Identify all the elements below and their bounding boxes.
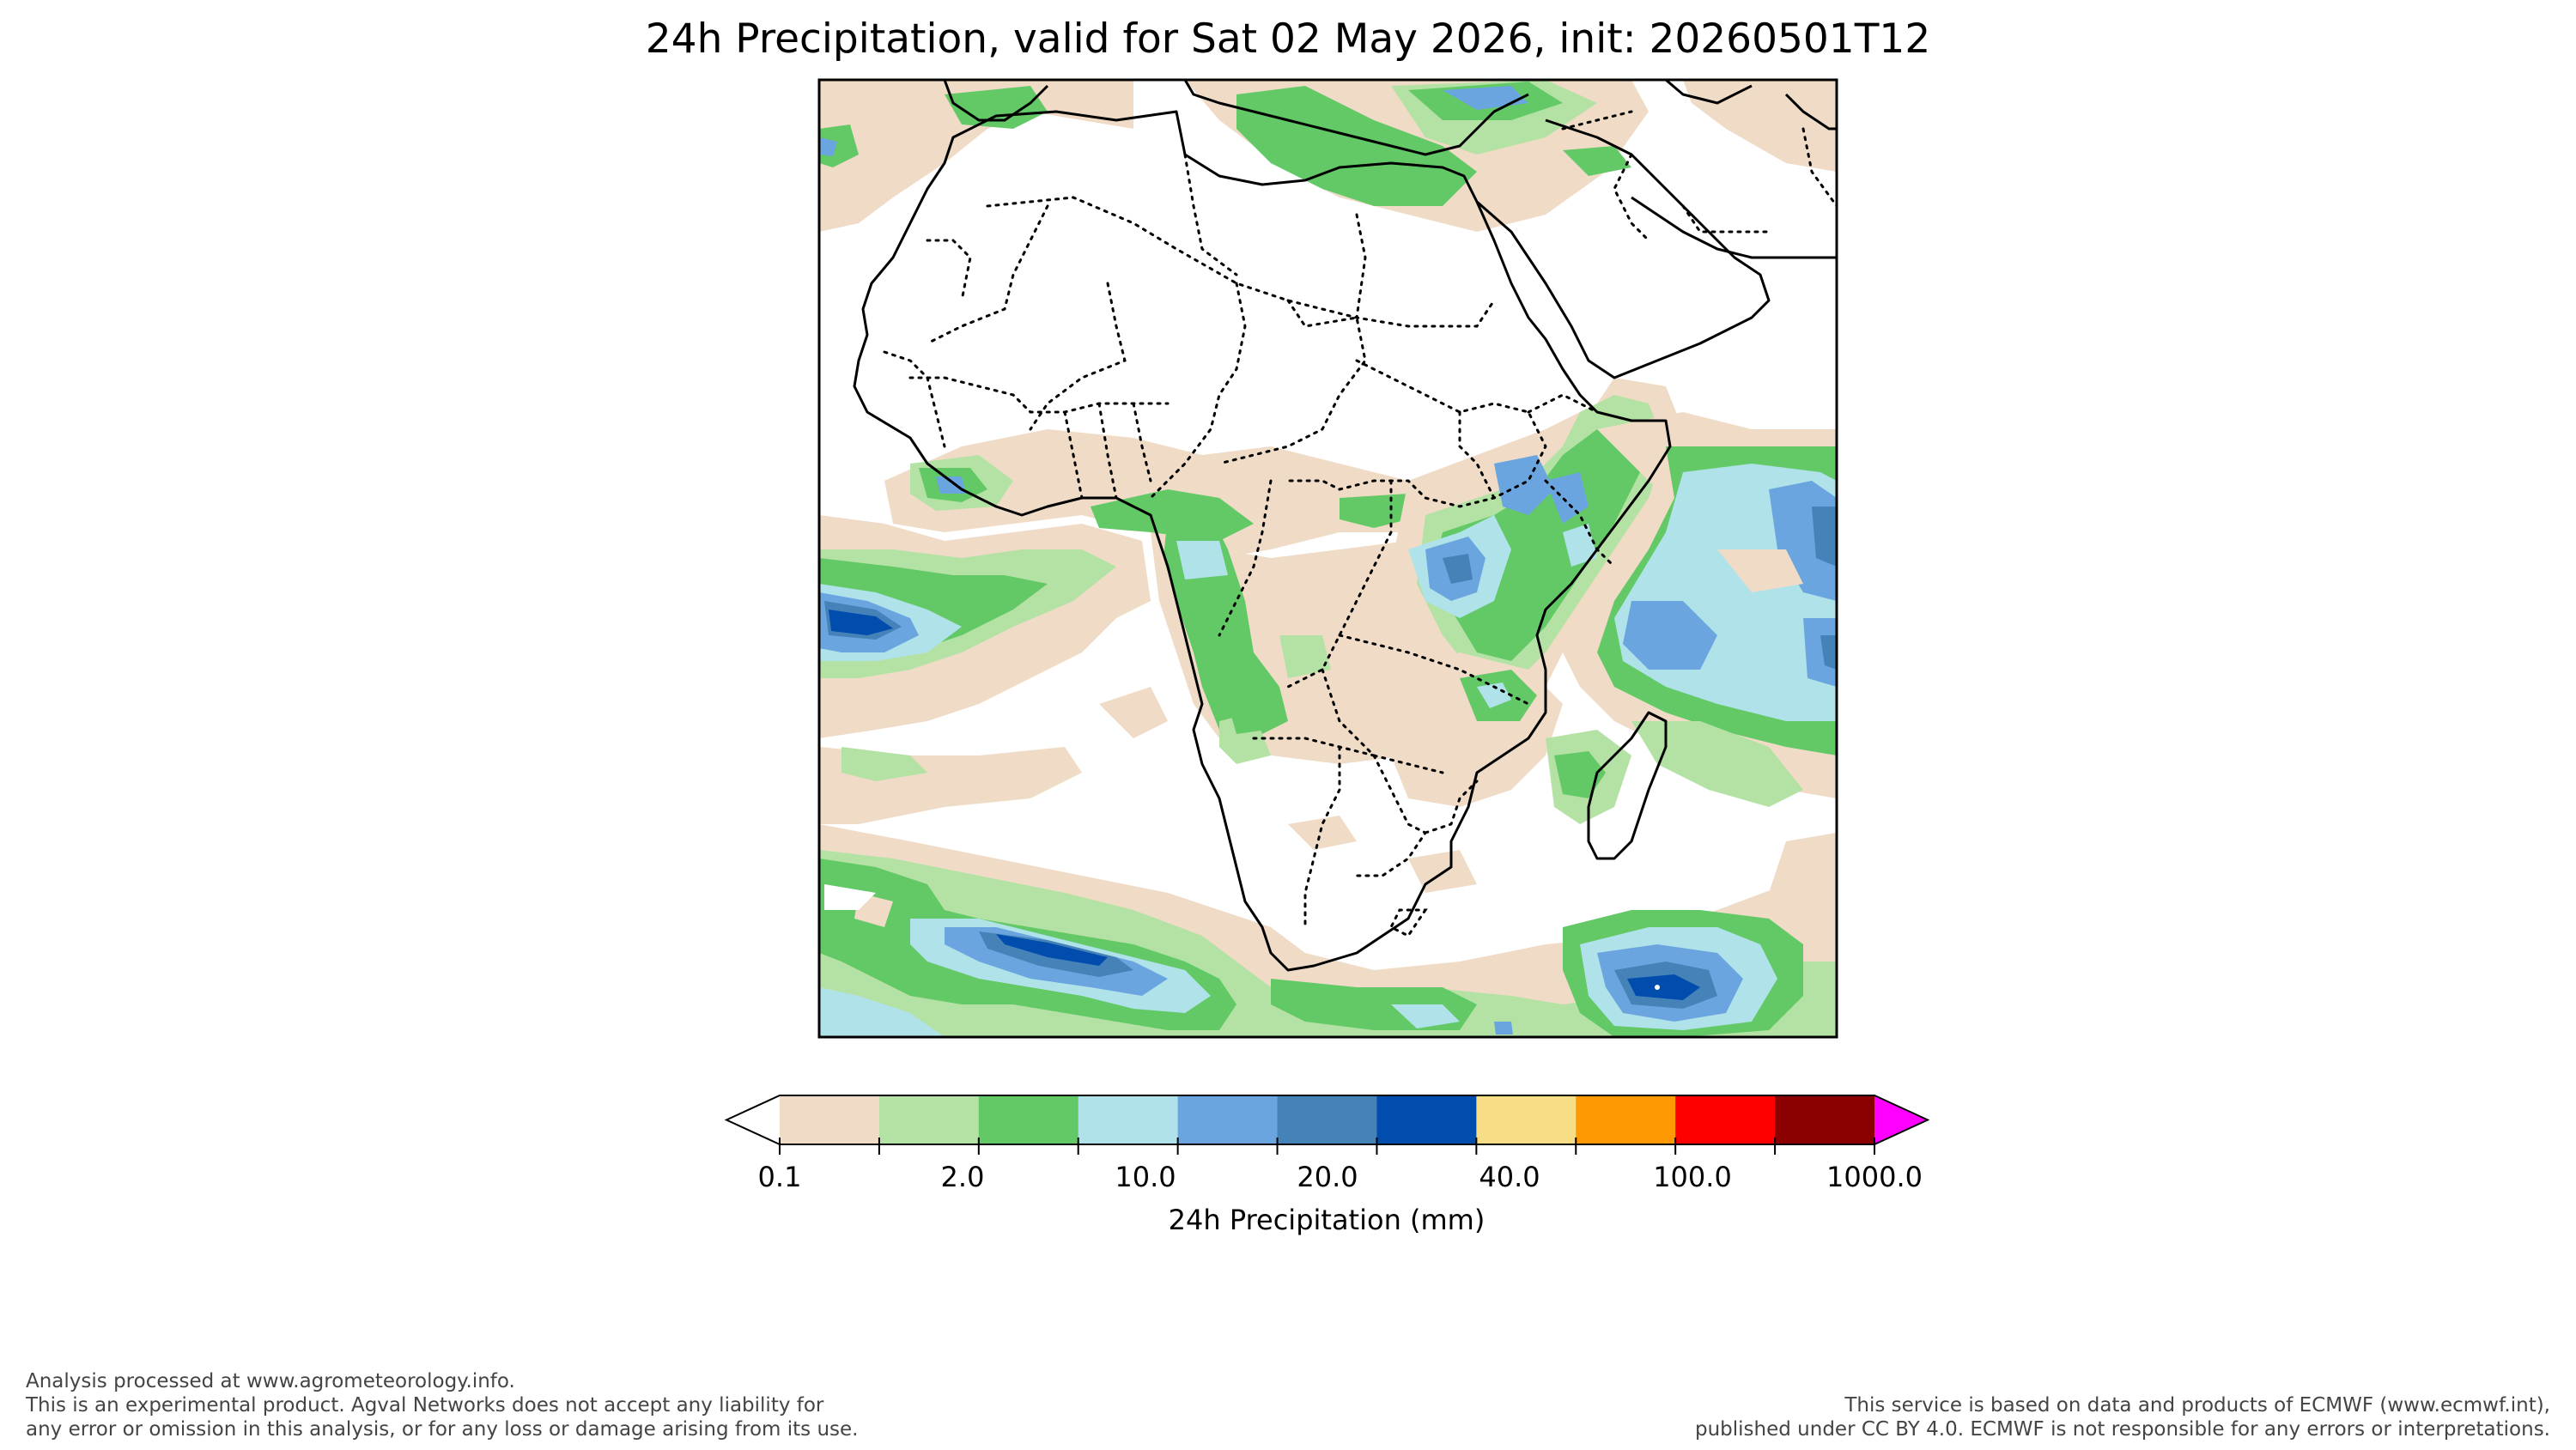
- colorbar-tick-label: 1000.0: [1826, 1161, 1923, 1193]
- arabia-coastline: [1476, 118, 1771, 379]
- colorbar-swatch: [1775, 1095, 1875, 1144]
- colorbar-extend-max: [1874, 1095, 1928, 1144]
- colorbar-label: 24h Precipitation (mm): [1168, 1204, 1485, 1236]
- colorbar-swatch: [1675, 1095, 1776, 1144]
- footer-line: This service is based on data and produc…: [1844, 1394, 2550, 1417]
- coastlines: [853, 80, 1837, 972]
- colorbar-swatch: [780, 1095, 880, 1144]
- colorbar-tick-label: 10.0: [1115, 1161, 1176, 1193]
- colorbar-swatch: [1376, 1095, 1477, 1144]
- map-frame: [817, 78, 1838, 1039]
- footer-line: Analysis processed at www.agrometeorolog…: [26, 1370, 515, 1392]
- mediterranean-north-coast: [1183, 80, 1529, 156]
- colorbar-tick-label: 2.0: [940, 1161, 985, 1193]
- colorbar-swatch: [978, 1095, 1079, 1144]
- country-borders: [883, 110, 1837, 937]
- precip-mediterranean: [819, 80, 1133, 232]
- colorbar-swatch: [1177, 1095, 1279, 1144]
- footer-disclaimer: Analysis processed at www.agrometeorolog…: [26, 1369, 858, 1441]
- gulf-coastline: [1631, 196, 1837, 259]
- colorbar-swatch: [1576, 1095, 1676, 1144]
- map-title: 24h Precipitation, valid for Sat 02 May …: [645, 15, 1931, 63]
- colorbar-tick-label: 20.0: [1297, 1161, 1358, 1193]
- precipitation-field: [819, 80, 1837, 1037]
- footer-attribution: This service is based on data and produc…: [1695, 1393, 2550, 1441]
- footer-line: any error or omission in this analysis, …: [26, 1418, 859, 1441]
- madagascar-coastline: [1587, 711, 1668, 860]
- colorbar-swatch: [1476, 1095, 1577, 1144]
- colorbar-swatch: [878, 1095, 980, 1144]
- africa-coastline: [853, 110, 1672, 972]
- colorbar-swatch: [1277, 1095, 1377, 1144]
- colorbar-tick-label: 0.1: [757, 1161, 802, 1193]
- footer-line: This is an experimental product. Agval N…: [26, 1394, 824, 1417]
- colorbar-swatch: [1078, 1095, 1179, 1144]
- colorbar-tick-label: 100.0: [1653, 1161, 1732, 1193]
- colorbar-tick-label: 40.0: [1479, 1161, 1540, 1193]
- footer-line: published under CC BY 4.0. ECMWF is not …: [1695, 1418, 2550, 1441]
- colorbar: [724, 1095, 1930, 1155]
- colorbar-extend-min: [726, 1095, 780, 1144]
